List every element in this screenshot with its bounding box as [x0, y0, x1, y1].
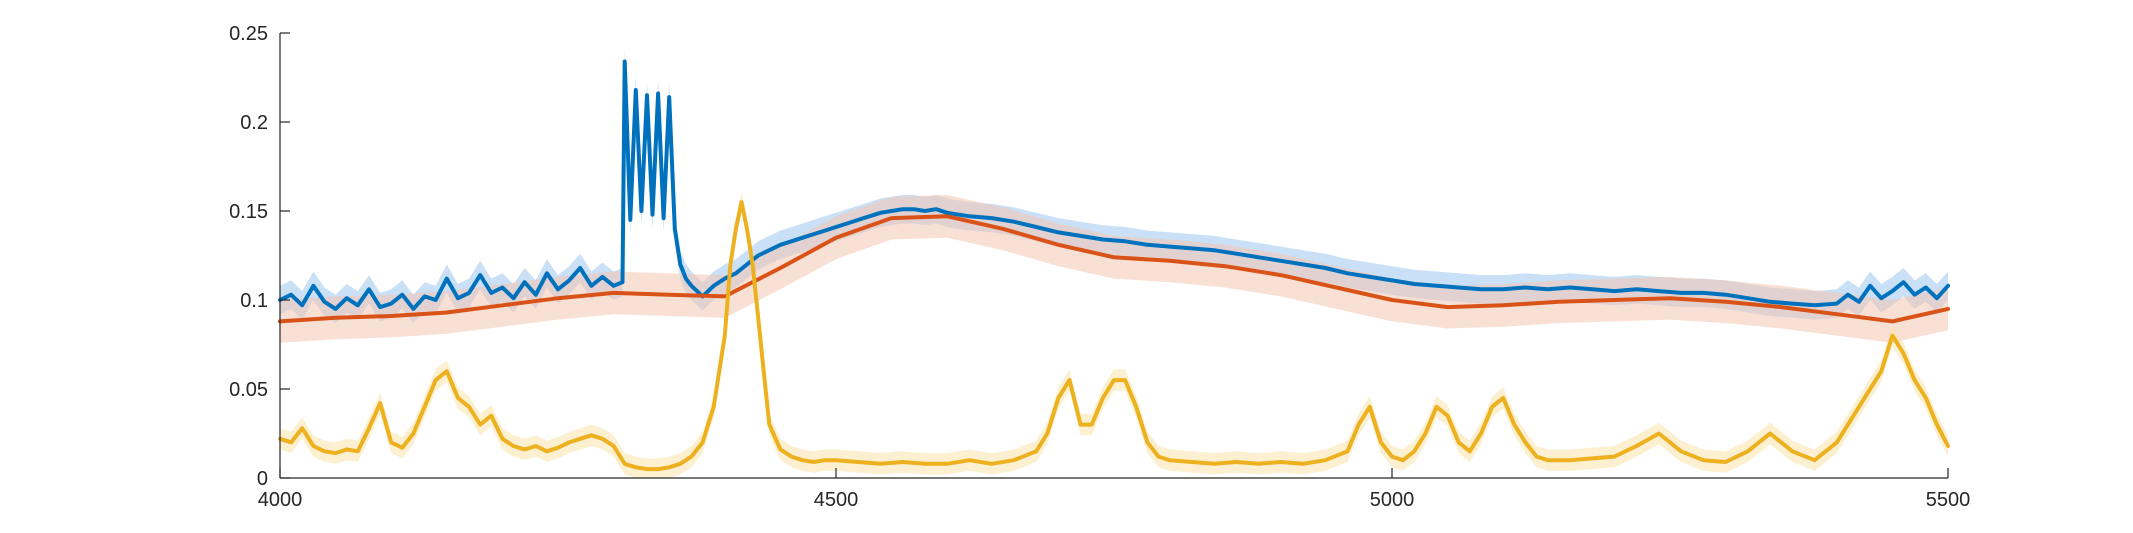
series-1-line [278, 59, 1950, 311]
x-tick-label: 4500 [814, 489, 859, 511]
series-2-line [278, 214, 1950, 324]
x-tick-label: 5500 [1926, 489, 1971, 511]
x-tick-label: 4000 [258, 489, 303, 511]
y-tick-label: 0 [257, 468, 268, 490]
series-3-band [280, 191, 1948, 478]
confidence-bands [280, 47, 1948, 478]
axes: 0 0.05 0.1 0.15 0.2 0.25 4000 4500 5000 5500 [229, 23, 1970, 511]
x-tick-label: 5000 [1370, 489, 1415, 511]
y-tick-label: 0.05 [229, 379, 268, 401]
series-2-band [280, 195, 1948, 343]
series-lines [278, 59, 1950, 472]
y-tick-label: 0.2 [240, 112, 268, 134]
y-tick-label: 0.25 [229, 23, 268, 45]
y-tick-label: 0.15 [229, 201, 268, 223]
y-tick-label: 0.1 [240, 290, 268, 312]
series-3-line [278, 200, 1950, 472]
